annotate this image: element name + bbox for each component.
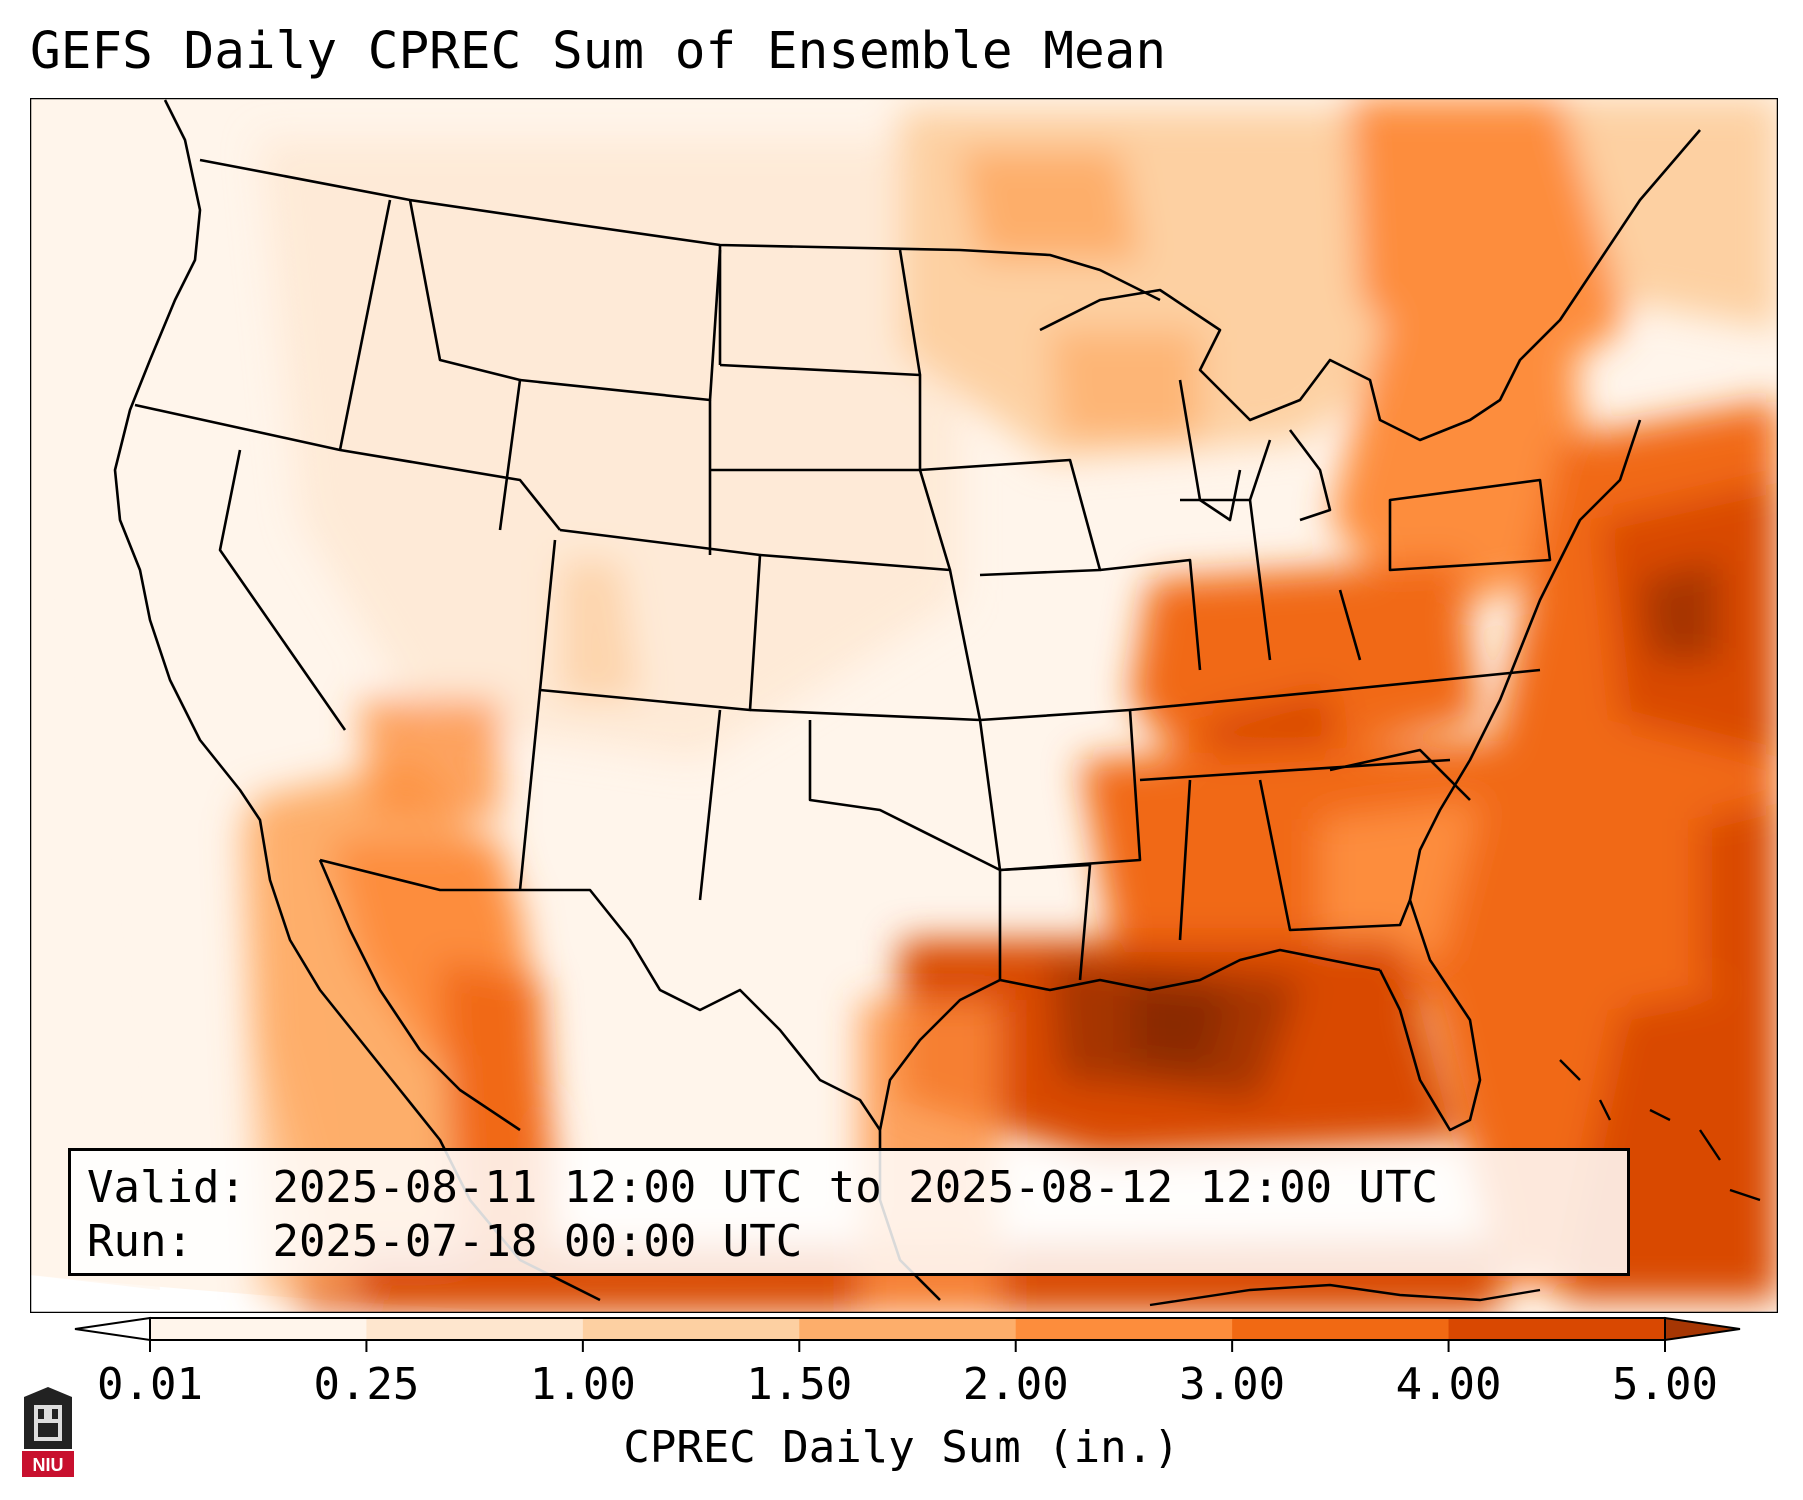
run-value: 2025-07-18 00:00 UTC [272, 1216, 803, 1267]
niu-logo-icon: NIU [22, 1387, 74, 1477]
colorbar-segment [150, 1318, 367, 1340]
valid-row: Valid: 2025-08-11 12:00 UTC to 2025-08-1… [87, 1161, 1611, 1215]
colorbar-segment [1232, 1318, 1450, 1340]
colorbar [74, 1316, 1741, 1352]
colorbar-segment [1448, 1318, 1666, 1340]
colorbar-segment [366, 1318, 584, 1340]
colorbar-tick-label: 1.50 [746, 1359, 853, 1410]
colorbar-tick-label: 0.25 [313, 1359, 420, 1410]
niu-logo-text: NIU [33, 1455, 64, 1475]
colorbar-extend-low [74, 1316, 151, 1342]
colorbar-segment [1015, 1318, 1233, 1340]
colorbar-title: CPREC Daily Sum (in.) [623, 1422, 1180, 1473]
run-row: Run: 2025-07-18 00:00 UTC [87, 1215, 1611, 1269]
info-box: Valid: 2025-08-11 12:00 UTC to 2025-08-1… [68, 1148, 1630, 1276]
map-title: GEFS Daily CPREC Sum of Ensemble Mean [30, 22, 1167, 81]
colorbar-extend-high [1664, 1316, 1741, 1342]
colorbar-segment [799, 1318, 1017, 1340]
caribbean-islands [1149, 1059, 1761, 1307]
colorbar-tick-label: 2.00 [962, 1359, 1069, 1410]
colorbar-tick-label: 5.00 [1612, 1359, 1718, 1410]
valid-value: 2025-08-11 12:00 UTC to 2025-08-12 12:00… [272, 1162, 1439, 1213]
colorbar-segment [582, 1318, 800, 1340]
colorbar-outline [149, 1317, 1666, 1341]
run-label: Run: [87, 1216, 193, 1267]
colorbar-tick-labels: 0.01 0.25 1.00 1.50 2.00 3.00 4.00 5.00 [0, 1360, 1803, 1420]
boundaries [113, 99, 1701, 1302]
colorbar-tick-label: 0.01 [97, 1359, 203, 1410]
colorbar-tick-label: 4.00 [1395, 1359, 1502, 1410]
precip-field [30, 98, 1778, 1313]
valid-label: Valid: [87, 1162, 246, 1213]
colorbar-tick-label: 3.00 [1179, 1359, 1286, 1410]
colorbar-tick-label: 1.00 [529, 1359, 636, 1410]
